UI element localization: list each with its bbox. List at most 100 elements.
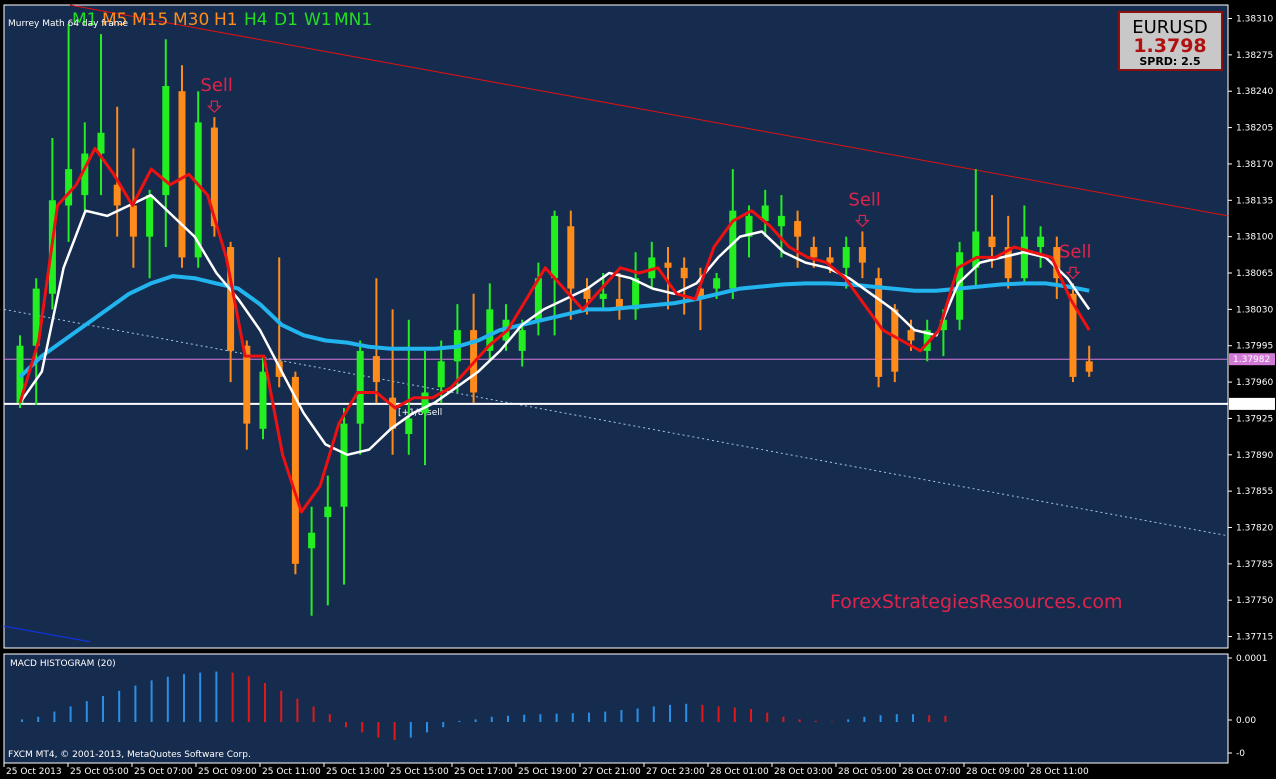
red-trend-line	[69, 4, 1229, 217]
price-axis-label: 1.37925	[1236, 414, 1273, 424]
time-axis-label: 28 Oct 09:00	[966, 767, 1025, 777]
symbol-box	[1118, 11, 1223, 71]
candle-body	[1037, 236, 1045, 248]
time-axis-label: 25 Oct 07:00	[134, 767, 193, 777]
candle-body	[437, 361, 445, 388]
candle-body	[988, 236, 996, 248]
timeframe-mn1[interactable]: MN1	[334, 10, 372, 30]
time-axis-label: 25 Oct 17:00	[454, 767, 513, 777]
price-axis-label: 1.37995	[1236, 342, 1273, 352]
candle-body	[713, 278, 721, 289]
price-axis-label: 1.37960	[1236, 378, 1273, 388]
candle-body	[308, 532, 316, 549]
candle-body	[761, 205, 769, 222]
candle-body	[907, 330, 915, 341]
candle-body	[534, 278, 542, 320]
candle-body	[777, 215, 785, 227]
price-axis-label: 1.37785	[1236, 560, 1273, 570]
candle-body	[551, 215, 559, 279]
macd-axis-label: 0.00	[1236, 716, 1256, 726]
price-axis-label: 1.38205	[1236, 124, 1273, 134]
candle-body	[794, 221, 802, 237]
candle-body	[81, 153, 89, 196]
main-plot-area	[4, 5, 1228, 648]
indicator-title: Murrey Math 64 day frame	[8, 19, 128, 29]
price-axis-label: 1.38030	[1236, 305, 1273, 315]
candle-body	[129, 205, 137, 237]
candle-body	[486, 309, 494, 351]
bid-price-tag	[1229, 353, 1275, 366]
candle-body	[810, 247, 818, 258]
timeframe-m15[interactable]: M15	[132, 10, 168, 30]
time-axis-label: 25 Oct 2013	[6, 767, 62, 777]
red-moving-average	[18, 146, 1091, 514]
time-axis-label: 28 Oct 07:00	[902, 767, 961, 777]
price-axis-label: 1.38275	[1236, 51, 1273, 61]
candle-body	[745, 215, 753, 237]
candle-body	[956, 252, 964, 320]
candle-body	[421, 392, 429, 414]
candle-body	[648, 257, 656, 279]
time-axis-label: 25 Oct 13:00	[326, 767, 385, 777]
timeframe-m30[interactable]: M30	[173, 10, 209, 30]
price-axis-label: 1.38135	[1236, 196, 1273, 206]
timeframe-d1[interactable]: D1	[274, 10, 298, 30]
candle-body	[632, 278, 640, 310]
sell-signal-label: Sell	[848, 189, 881, 210]
candle-body	[97, 132, 105, 154]
sell-arrow-icon	[854, 214, 870, 228]
candle-body	[826, 257, 834, 263]
murrey-price-tag	[1229, 397, 1275, 410]
bid-price-text: 1.37982	[1233, 355, 1270, 365]
timeframe-h1[interactable]: H1	[214, 10, 238, 30]
candle-body	[162, 86, 170, 196]
time-axis-label: 25 Oct 19:00	[518, 767, 577, 777]
blue-moving-average	[18, 274, 1090, 379]
timeframe-m1[interactable]: M1	[72, 10, 97, 30]
candle-body	[1053, 247, 1061, 279]
sell-arrow-icon	[206, 100, 222, 114]
candle-body	[372, 356, 380, 383]
price-axis-label: 1.37715	[1236, 633, 1273, 643]
macd-frame	[3, 653, 1229, 764]
macd-axis-label: 0.0001	[1236, 654, 1268, 664]
candle-body	[405, 418, 413, 435]
candle-body	[972, 231, 980, 268]
price-axis-label: 1.37855	[1236, 487, 1273, 497]
candle-body	[32, 288, 40, 346]
candle-body	[194, 122, 202, 258]
timeframe-h4[interactable]: H4	[244, 10, 268, 30]
candle-body	[243, 345, 251, 424]
spread-label: SPRD: 2.5	[1139, 55, 1200, 68]
time-axis-label: 25 Oct 05:00	[70, 767, 129, 777]
candle-body	[259, 371, 267, 429]
time-axis-label: 28 Oct 11:00	[1030, 767, 1089, 777]
candle-body	[518, 330, 526, 351]
candle-body	[1020, 236, 1028, 279]
candle-body	[113, 184, 121, 206]
price-axis-label: 1.38170	[1236, 160, 1273, 170]
murrey-price-text: 1.37939	[1233, 400, 1270, 410]
time-axis-label: 28 Oct 03:00	[774, 767, 833, 777]
symbol-name: EURUSD	[1132, 17, 1208, 38]
blue-trend-line	[3, 625, 91, 643]
candle-body	[599, 293, 607, 299]
price-axis-label: 1.38240	[1236, 87, 1273, 97]
murrey-level-label: [+1/8]sell	[398, 408, 442, 418]
price-axis-label: 1.38065	[1236, 269, 1273, 279]
timeframe-w1[interactable]: W1	[304, 10, 332, 30]
sell-arrow-icon	[1065, 266, 1081, 280]
sell-signal-label: Sell	[1059, 241, 1092, 262]
macd-axis-label: -0	[1236, 749, 1245, 759]
time-axis-label: 25 Oct 11:00	[262, 767, 321, 777]
candle-body	[567, 226, 575, 289]
candle-body	[615, 298, 623, 310]
candle-body	[858, 247, 866, 263]
timeframe-m5[interactable]: M5	[102, 10, 127, 30]
time-axis-label: 25 Oct 15:00	[390, 767, 449, 777]
candle-body	[583, 288, 591, 299]
candle-body	[389, 397, 397, 429]
candle-body	[1069, 293, 1077, 377]
